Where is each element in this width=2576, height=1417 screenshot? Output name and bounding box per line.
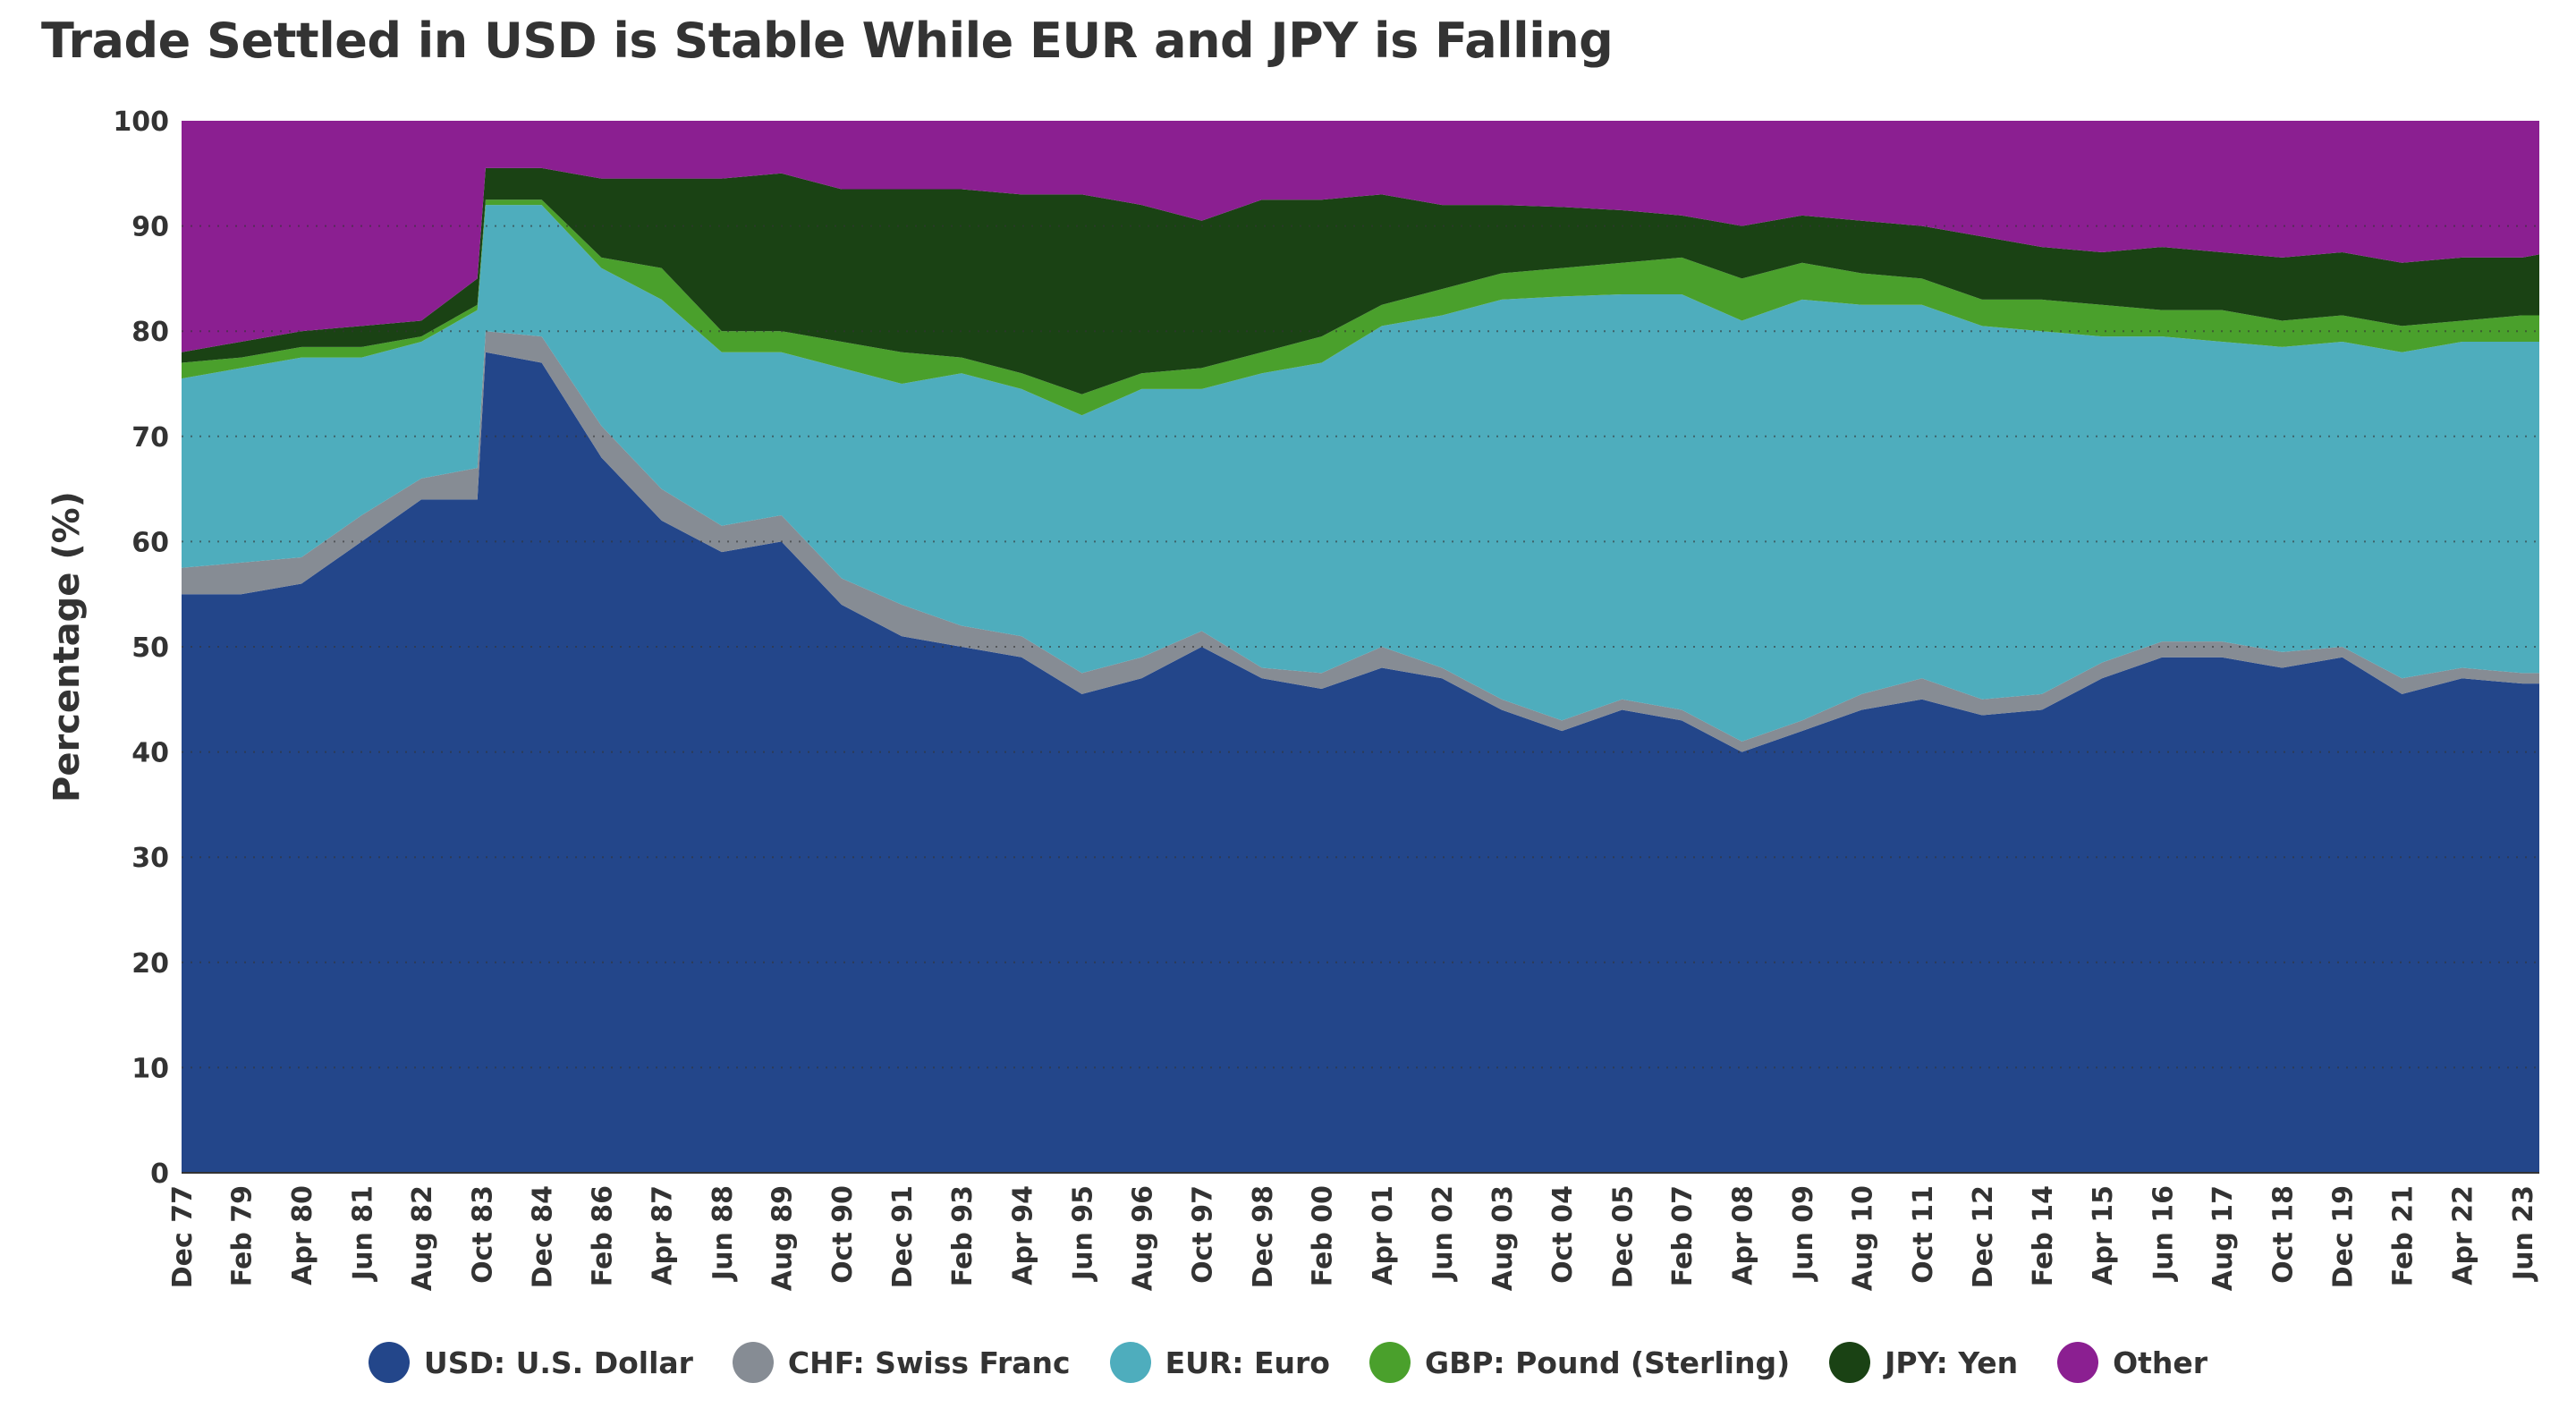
x-tick-label: Aug 03 bbox=[1487, 1185, 1519, 1291]
x-tick-label: Aug 82 bbox=[407, 1185, 438, 1291]
legend-label: EUR: Euro bbox=[1165, 1345, 1330, 1380]
legend-swatch bbox=[368, 1342, 410, 1383]
y-tick-label: 30 bbox=[131, 843, 169, 874]
x-tick-label: Feb 93 bbox=[947, 1185, 979, 1286]
x-tick-label: Aug 89 bbox=[767, 1185, 799, 1291]
x-tick-label: Oct 90 bbox=[827, 1185, 859, 1284]
legend-swatch bbox=[1829, 1342, 1871, 1383]
x-tick-label: Aug 17 bbox=[2207, 1185, 2239, 1291]
x-tick-label: Aug 96 bbox=[1127, 1185, 1158, 1291]
y-tick-label: 40 bbox=[131, 738, 169, 769]
x-tick-label: Feb 14 bbox=[2028, 1185, 2059, 1286]
y-tick-label: 90 bbox=[131, 212, 169, 243]
legend-swatch bbox=[732, 1342, 774, 1383]
area-chf bbox=[182, 331, 2539, 752]
legend-label: Other bbox=[2113, 1345, 2208, 1380]
y-tick-label: 80 bbox=[131, 317, 169, 348]
legend-item[interactable]: EUR: Euro bbox=[1109, 1342, 1330, 1383]
x-tick-label: Apr 15 bbox=[2088, 1185, 2119, 1285]
x-tick-label: Dec 12 bbox=[1968, 1185, 1999, 1288]
legend-item[interactable]: CHF: Swiss Franc bbox=[732, 1342, 1071, 1383]
x-tick-label: Feb 21 bbox=[2387, 1185, 2419, 1286]
chart-title: Trade Settled in USD is Stable While EUR… bbox=[41, 13, 1614, 69]
x-tick-label: Jun 09 bbox=[1788, 1185, 1819, 1282]
legend-item[interactable]: USD: U.S. Dollar bbox=[368, 1342, 693, 1383]
y-tick-label: 0 bbox=[150, 1158, 169, 1190]
x-tick-label: Feb 07 bbox=[1667, 1185, 1699, 1286]
x-tick-label: Apr 01 bbox=[1368, 1185, 1399, 1285]
x-tick-label: Jun 16 bbox=[2148, 1185, 2179, 1282]
y-tick-label: 100 bbox=[113, 106, 169, 138]
x-tick-label: Apr 80 bbox=[287, 1185, 318, 1285]
legend-swatch bbox=[2057, 1342, 2099, 1383]
x-tick-label: Jun 81 bbox=[347, 1185, 378, 1282]
x-tick-label: Dec 05 bbox=[1607, 1185, 1639, 1288]
y-tick-label: 10 bbox=[131, 1053, 169, 1084]
legend-item[interactable]: GBP: Pound (Sterling) bbox=[1368, 1342, 1791, 1383]
x-tick-label: Apr 94 bbox=[1007, 1185, 1038, 1285]
x-tick-label: Feb 86 bbox=[587, 1185, 618, 1286]
legend-label: GBP: Pound (Sterling) bbox=[1424, 1345, 1791, 1380]
y-axis-label: Percentage (%) bbox=[47, 491, 88, 802]
area-jpy bbox=[182, 167, 2539, 395]
x-tick-label: Oct 04 bbox=[1547, 1185, 1579, 1284]
x-tick-label: Feb 79 bbox=[227, 1185, 258, 1286]
area-eur bbox=[182, 205, 2539, 742]
x-tick-label: Jun 23 bbox=[2508, 1185, 2539, 1282]
legend: USD: U.S. Dollar CHF: Swiss Franc EUR: Eur… bbox=[0, 1342, 2576, 1383]
area-usd bbox=[182, 352, 2539, 1174]
x-tick-label: Jun 95 bbox=[1068, 1185, 1099, 1282]
legend-item[interactable]: JPY: Yen bbox=[1829, 1342, 2018, 1383]
legend-item[interactable]: Other bbox=[2057, 1342, 2207, 1383]
x-tick-label: Dec 19 bbox=[2328, 1185, 2360, 1288]
legend-swatch bbox=[1109, 1342, 1151, 1383]
x-tick-label: Dec 98 bbox=[1248, 1185, 1279, 1288]
y-tick-label: 50 bbox=[131, 632, 169, 664]
x-tick-label: Oct 11 bbox=[1908, 1185, 1939, 1284]
x-tick-label: Dec 77 bbox=[167, 1185, 199, 1288]
area-gbp bbox=[182, 199, 2539, 416]
x-tick-label: Oct 18 bbox=[2267, 1185, 2299, 1284]
x-tick-label: Apr 08 bbox=[1727, 1185, 1758, 1285]
legend-label: USD: U.S. Dollar bbox=[423, 1345, 693, 1380]
legend-label: JPY: Yen bbox=[1885, 1345, 2019, 1380]
y-tick-label: 60 bbox=[131, 527, 169, 558]
x-tick-label: Apr 87 bbox=[648, 1185, 679, 1285]
x-tick-label: Oct 83 bbox=[467, 1185, 498, 1284]
x-tick-label: Dec 84 bbox=[528, 1185, 559, 1288]
area-other bbox=[182, 121, 2539, 352]
x-tick-label: Dec 91 bbox=[887, 1185, 919, 1288]
x-tick-label: Feb 00 bbox=[1308, 1185, 1339, 1286]
legend-swatch bbox=[1368, 1342, 1411, 1383]
x-tick-label: Aug 10 bbox=[1848, 1185, 1879, 1291]
x-tick-label: Apr 22 bbox=[2448, 1185, 2479, 1285]
y-tick-label: 20 bbox=[131, 948, 169, 980]
x-tick-label: Jun 88 bbox=[708, 1185, 739, 1282]
y-tick-label: 70 bbox=[131, 422, 169, 454]
x-tick-label: Jun 02 bbox=[1428, 1185, 1459, 1282]
legend-label: CHF: Swiss Franc bbox=[787, 1345, 1071, 1380]
x-tick-label: Oct 97 bbox=[1188, 1185, 1219, 1284]
